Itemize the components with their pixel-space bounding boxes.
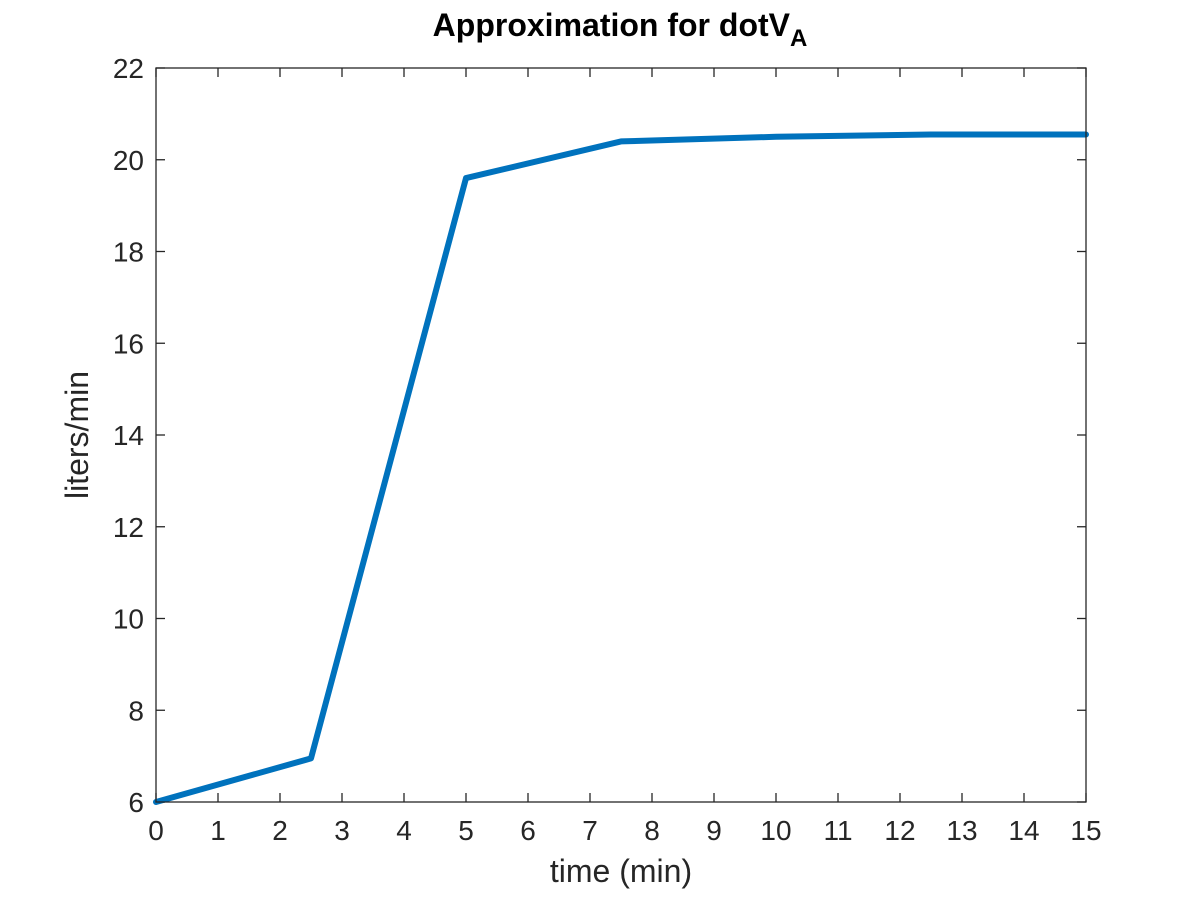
x-tick-label: 15	[1070, 815, 1101, 846]
plot-area	[156, 68, 1086, 802]
x-tick-label: 2	[272, 815, 288, 846]
x-axis-label: time (min)	[550, 853, 692, 889]
y-tick-label: 6	[128, 787, 144, 818]
y-tick-label: 20	[113, 145, 144, 176]
chart-title: Approximation for dotVA	[433, 7, 808, 52]
x-tick-label: 7	[582, 815, 598, 846]
series-line-0	[153, 131, 1089, 805]
x-tick-label: 14	[1008, 815, 1039, 846]
chart-title-main: Approximation for dotV	[433, 7, 791, 43]
x-tick-label: 11	[823, 815, 852, 846]
y-tick-label: 14	[113, 420, 144, 451]
x-tick-label: 4	[396, 815, 412, 846]
axes-box	[155, 67, 1087, 803]
x-tick-label: 0	[148, 815, 164, 846]
x-tick-label: 5	[458, 815, 474, 846]
x-tick-label: 9	[706, 815, 722, 846]
y-tick-label: 18	[113, 237, 144, 268]
y-tick-label: 10	[113, 604, 144, 635]
y-tick-label: 16	[113, 328, 144, 359]
x-tick-label: 12	[884, 815, 915, 846]
x-tick-label: 10	[760, 815, 791, 846]
tick-marks	[155, 67, 1087, 803]
x-tick-label: 3	[334, 815, 350, 846]
y-tick-label: 22	[113, 53, 144, 84]
y-tick-label: 12	[113, 512, 144, 543]
series-layer	[153, 131, 1089, 805]
x-tick-label: 6	[520, 815, 536, 846]
x-tick-label: 1	[210, 815, 226, 846]
y-axis-label: liters/min	[59, 371, 95, 499]
chart-title-subscript: A	[790, 25, 807, 52]
y-tick-label: 8	[128, 695, 144, 726]
x-tick-label: 13	[946, 815, 977, 846]
x-tick-label: 8	[644, 815, 660, 846]
